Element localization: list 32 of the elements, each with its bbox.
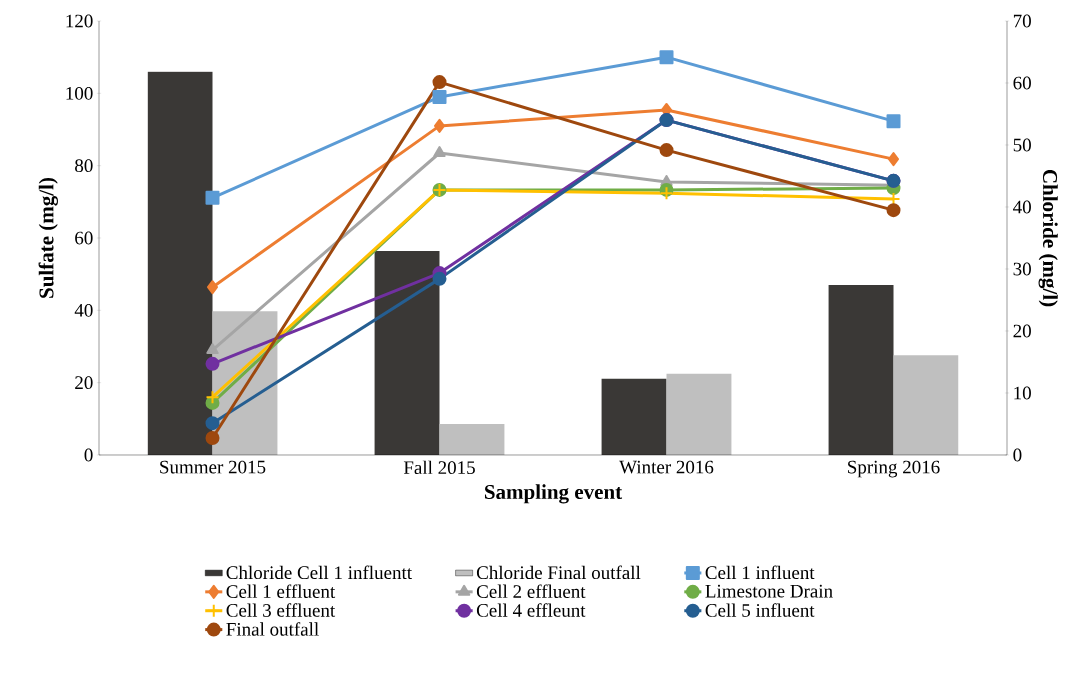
y-tick-label: 60: [75, 231, 93, 245]
x-axis-title: Sampling event: [484, 484, 623, 504]
y-tick-label: 120: [66, 14, 93, 28]
y-axis-title: Sulfate (mg/l): [38, 177, 58, 298]
y-tick-label: 80: [75, 159, 93, 173]
legend-label: Chloride Cell 1 influentt: [226, 565, 412, 580]
y-tick-label: 40: [74, 303, 93, 317]
legend-label: Cell 1 effluent: [226, 584, 336, 598]
legend-label: Cell 3 effluent: [226, 603, 336, 617]
x-tick-label: Winter 2016: [619, 460, 714, 474]
y2-tick-label: 60: [1013, 76, 1031, 90]
y2-tick-label: 40: [1013, 200, 1031, 214]
y-tick-label: 100: [66, 86, 93, 100]
y2-tick-label: 20: [1013, 324, 1031, 338]
y2-tick-label: 70: [1013, 14, 1031, 28]
y-tick-label: 0: [84, 448, 93, 462]
legend-label: Chloride Final outfall: [476, 565, 641, 580]
x-tick-label: Summer 2015: [160, 460, 266, 474]
legend-label: Cell 4 effleunt: [476, 603, 586, 617]
y2-tick-label: 50: [1013, 138, 1031, 152]
y2-tick-label: 10: [1014, 386, 1031, 400]
y2-tick-label: 0: [1013, 448, 1022, 462]
legend-label: Final outfall: [226, 622, 319, 636]
legend-label: Cell 5 influent: [705, 603, 815, 617]
legend-label: Cell 2 effluent: [476, 584, 586, 598]
y2-axis-title: Chloride (mg/l): [1038, 169, 1058, 307]
y-tick-label: 20: [75, 376, 93, 390]
y2-tick-label: 30: [1013, 262, 1031, 276]
x-tick-label: Fall 2015: [403, 460, 475, 475]
legend-label: Limestone Drain: [705, 584, 833, 598]
x-tick-label: Spring 2016: [848, 460, 940, 478]
legend-label: Cell 1 influent: [705, 565, 815, 580]
